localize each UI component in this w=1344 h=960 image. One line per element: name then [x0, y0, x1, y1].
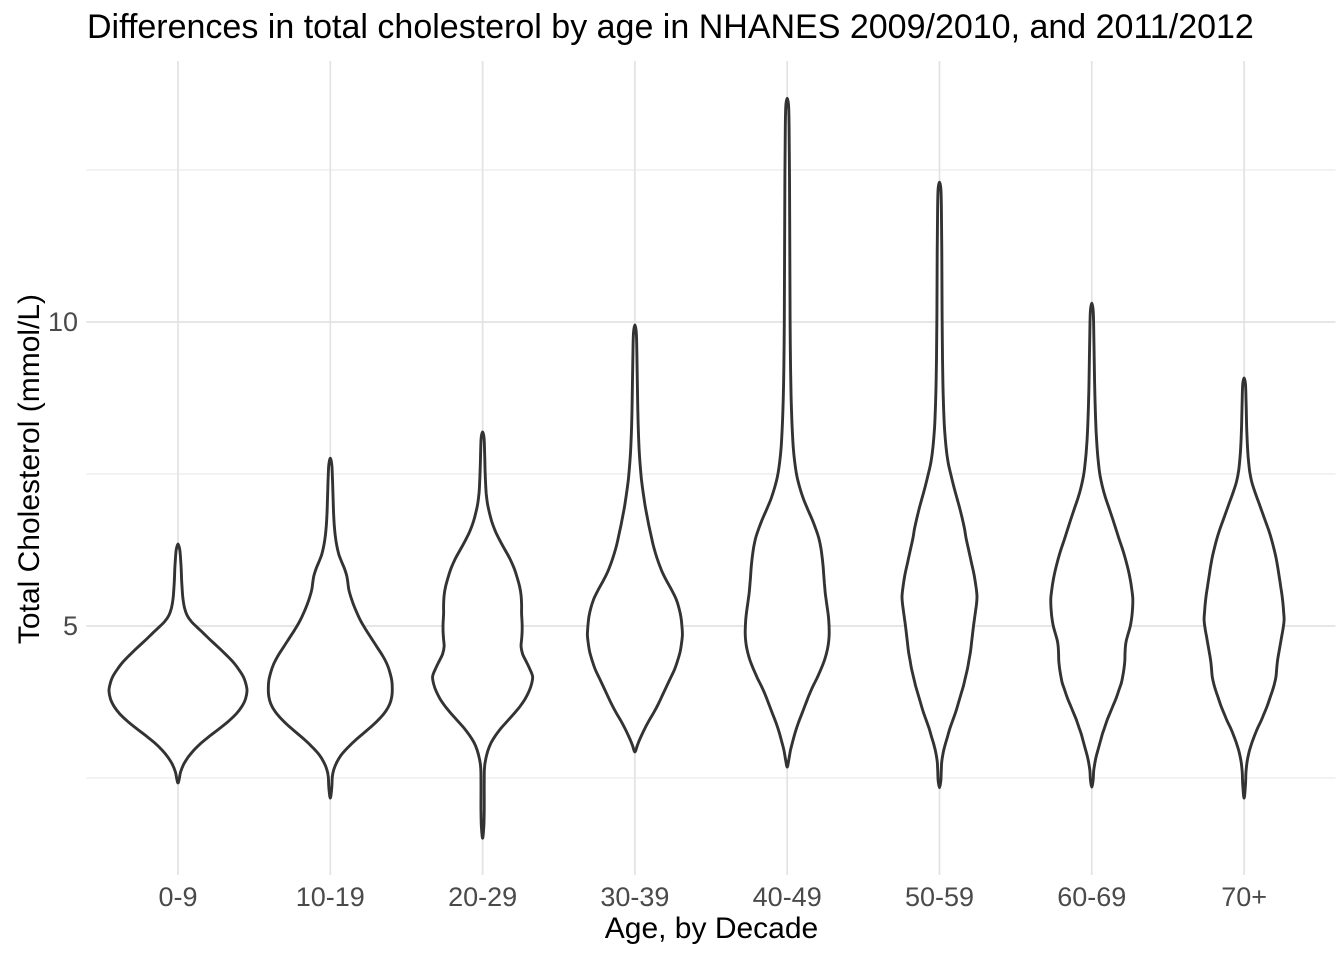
x-tick-label-50-59: 50-59: [904, 882, 975, 912]
x-tick-label-10-19: 10-19: [295, 882, 365, 912]
chart-title: Differences in total cholesterol by age …: [87, 8, 1254, 46]
violin-outline-70+: [1202, 376, 1286, 800]
x-tick-label-20-29: 20-29: [448, 882, 518, 912]
x-tick-label-40-49: 40-49: [752, 882, 822, 912]
violin-outline-30-39: [585, 323, 684, 754]
x-tick-label-60-69: 60-69: [1057, 882, 1127, 912]
violin-outline-60-69: [1049, 301, 1135, 789]
y-tick-label-10: 10: [47, 307, 78, 337]
violin-outline-20-29: [431, 430, 535, 840]
violin-outline-50-59: [900, 180, 979, 790]
y-tick-label-5: 5: [62, 611, 78, 641]
x-tick-label-0-9: 0-9: [158, 882, 198, 912]
violin-outline-10-19: [266, 456, 394, 800]
violin-outline-40-49: [743, 96, 831, 769]
x-axis-title: Age, by Decade: [604, 912, 819, 945]
x-tick-label-30-39: 30-39: [600, 882, 670, 912]
violin-outline-0-9: [107, 542, 249, 785]
x-tick-label-70+: 70+: [1221, 882, 1267, 912]
